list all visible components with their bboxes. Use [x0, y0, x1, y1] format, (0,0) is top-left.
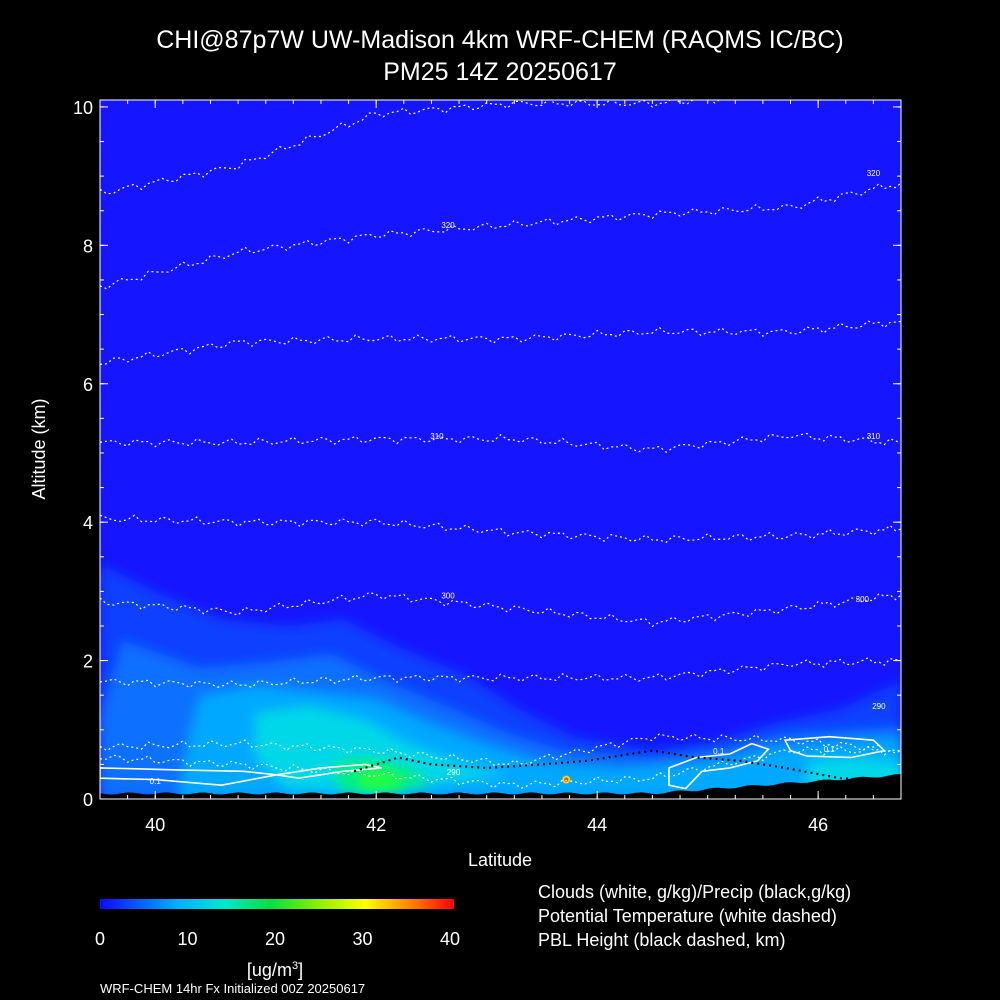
x-axis-label: Latitude [468, 850, 532, 870]
terrain [100, 774, 901, 799]
theta-contour-320 [100, 182, 901, 290]
terrain-fill [100, 774, 901, 799]
legend-clouds: Clouds (white, g/kg)/Precip (black,g/kg) [538, 882, 852, 902]
pbl-height-line [353, 749, 901, 783]
chart-title: CHI@87p7W UW-Madison 4km WRF-CHEM (RAQMS… [156, 26, 844, 54]
y-tick-label: 10 [73, 98, 93, 118]
colorbar [100, 899, 454, 909]
theta-contour-315 [100, 320, 901, 365]
pm25-region-6 [359, 767, 404, 791]
y-tick-label: 6 [83, 375, 93, 395]
x-tick-label: 46 [808, 815, 828, 835]
y-tick-label: 4 [83, 513, 93, 533]
theta-label-1: 320 [441, 221, 455, 230]
theta-label-3: 310 [867, 432, 881, 441]
x-tick-label: 40 [145, 815, 165, 835]
contour-labels: 320 320 310 310 300 300 290 290 0.1 0.1 0.1 [150, 169, 886, 786]
pm25-region-3 [254, 705, 509, 793]
y-tick-label: 0 [83, 790, 93, 810]
pm25-field [100, 100, 901, 799]
theta-label-4: 300 [441, 591, 455, 600]
cloud-label-2: 0.1 [824, 745, 836, 754]
theta-label-7: 290 [447, 768, 461, 777]
cloud-contour-0 [100, 767, 277, 787]
plot-frame [99, 99, 902, 800]
theta-label-5: 300 [856, 595, 870, 604]
pbl-line [353, 749, 901, 783]
theta-contour-290 [100, 745, 901, 789]
footer-note: WRF-CHEM 14hr Fx Initialized 00Z 2025061… [100, 981, 366, 996]
theta-label-0: 320 [867, 169, 881, 178]
cloud-contours [100, 735, 887, 790]
theta-label-2: 310 [430, 432, 444, 441]
theta-contour-305 [100, 514, 901, 543]
theta-contour-297 [100, 657, 901, 689]
cloud-contour-3 [783, 735, 887, 759]
y-tick-label: 2 [83, 652, 93, 672]
theta-contour-300 [100, 591, 901, 628]
chart-subtitle: PM25 14Z 20250617 [383, 58, 617, 86]
colorbar-tick-label: 30 [352, 929, 373, 949]
y-axis-label: Altitude (km) [29, 398, 49, 499]
cloud-label-0: 0.1 [150, 777, 162, 786]
cloud-contour-1 [276, 763, 382, 780]
colorbar-tick-label: 40 [439, 929, 461, 949]
legend-potential-temperature: Potential Temperature (white dashed) [538, 906, 837, 926]
potential-temperature-contours [100, 100, 901, 789]
theta-contour-295 [100, 733, 901, 766]
cloud-label-1: 0.1 [713, 747, 725, 756]
colorbar-tick-label: 0 [94, 929, 106, 949]
theta-contour-310 [100, 432, 901, 453]
colorbar-units: [ug/m3] [246, 960, 304, 980]
colorbar-tick-label: 10 [177, 929, 198, 949]
legend-pbl-height: PBL Height (black dashed, km) [538, 930, 786, 950]
x-tick-label: 42 [366, 815, 386, 835]
x-tick-label: 44 [587, 815, 607, 835]
cloud-contour-2 [668, 742, 770, 790]
y-tick-label: 8 [83, 236, 93, 256]
colorbar-tick-label: 20 [264, 929, 286, 949]
theta-label-6: 290 [872, 702, 886, 711]
